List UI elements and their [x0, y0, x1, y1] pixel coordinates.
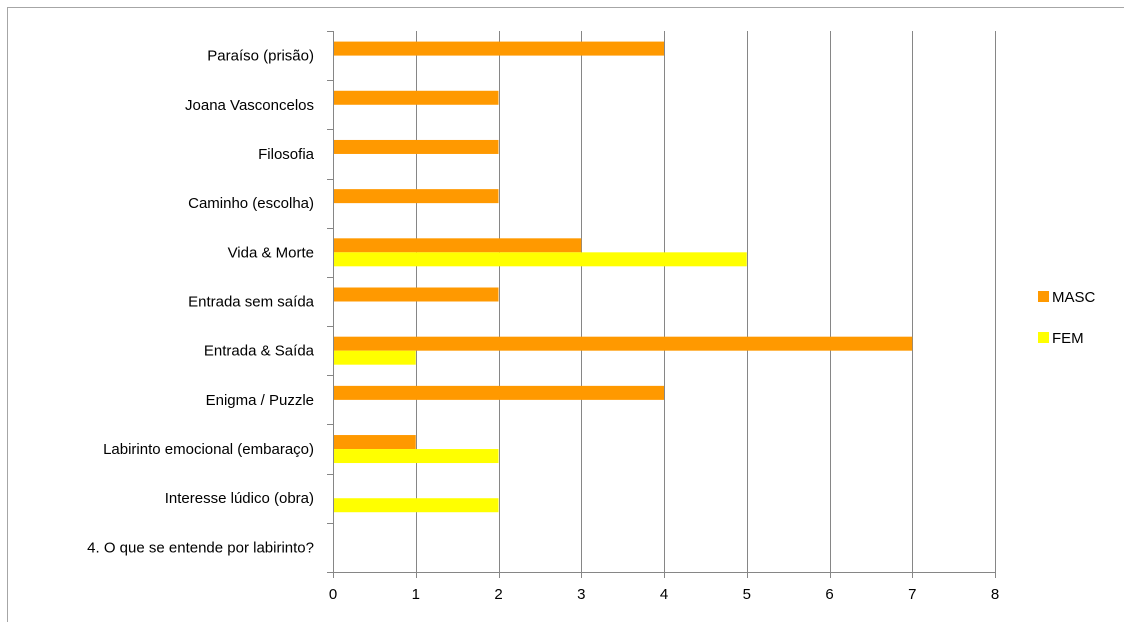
- legend-swatch-masc: [1038, 291, 1049, 302]
- y-category-label-0: Paraíso (prisão): [207, 48, 314, 65]
- bar-masc-2: [333, 139, 499, 154]
- y-category-label-8: Labirinto emocional (embaraço): [103, 441, 314, 458]
- axes: [327, 31, 996, 578]
- x-tick-label-6: 6: [825, 586, 833, 603]
- bar-masc-3: [333, 189, 499, 204]
- x-tick-label-8: 8: [991, 586, 999, 603]
- bar-masc-7: [333, 385, 664, 400]
- x-tick-label-5: 5: [743, 586, 751, 603]
- y-category-label-3: Caminho (escolha): [188, 195, 314, 212]
- legend-swatch-fem: [1038, 332, 1049, 343]
- bars: [333, 41, 913, 513]
- bar-masc-0: [333, 41, 664, 56]
- bar-masc-4: [333, 238, 582, 253]
- y-category-label-5: Entrada sem saída: [188, 294, 315, 311]
- x-tick-label-7: 7: [908, 586, 916, 603]
- y-category-label-4: Vida & Morte: [228, 244, 314, 261]
- x-tick-label-2: 2: [494, 586, 502, 603]
- bar-fem-9: [333, 498, 499, 513]
- bar-masc-8: [333, 435, 416, 450]
- bar-fem-4: [333, 252, 747, 267]
- bar-masc-5: [333, 287, 499, 302]
- y-category-label-9: Interesse lúdico (obra): [165, 490, 314, 507]
- y-category-label-1: Joana Vasconcelos: [185, 97, 314, 114]
- y-category-label-2: Filosofia: [258, 146, 315, 163]
- y-category-label-7: Enigma / Puzzle: [206, 392, 314, 409]
- y-category-label-6: Entrada & Saída: [204, 343, 315, 360]
- gridlines: [416, 31, 996, 572]
- bar-fem-6: [333, 350, 416, 365]
- y-category-label-10: 4. O que se entende por labirinto?: [87, 539, 314, 556]
- bar-fem-8: [333, 449, 499, 464]
- legend-label-masc: MASC: [1052, 289, 1096, 306]
- x-tick-label-3: 3: [577, 586, 585, 603]
- bar-masc-1: [333, 90, 499, 105]
- x-tick-label-1: 1: [412, 586, 420, 603]
- legend-label-fem: FEM: [1052, 330, 1084, 347]
- x-tick-label-4: 4: [660, 586, 668, 603]
- labels: 0 1 2 3 4 5 6 7 8 Paraíso (prisão) Joana Vasconcel…: [87, 48, 999, 603]
- bar-masc-6: [333, 336, 913, 351]
- legend: MASC FEM: [1038, 289, 1096, 347]
- x-tick-label-0: 0: [329, 586, 337, 603]
